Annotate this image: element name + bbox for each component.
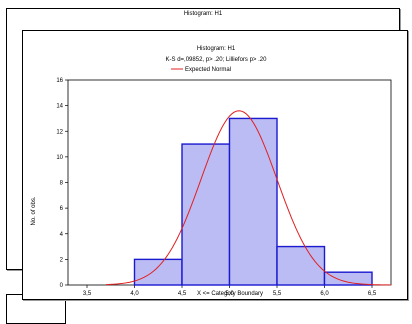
x-tick-label: 3,5 bbox=[83, 291, 92, 297]
y-axis-label: No. of obs. bbox=[31, 196, 37, 225]
x-tick-label: 6,5 bbox=[368, 291, 377, 297]
x-tick-label: 6,0 bbox=[320, 291, 329, 297]
expected-normal-curve bbox=[105, 110, 392, 286]
y-tick-label: 14 bbox=[56, 104, 63, 110]
histogram-bar bbox=[323, 271, 373, 286]
histogram-bar bbox=[276, 245, 326, 286]
y-tick-label: 4 bbox=[60, 232, 64, 238]
x-axis-label: X <= Category Boundary bbox=[197, 291, 263, 297]
x-tick-label: 5,5 bbox=[273, 291, 282, 297]
back-window-title: Histogram: H1 bbox=[183, 11, 223, 17]
histogram-bar bbox=[228, 117, 278, 286]
x-tick-label: 4,0 bbox=[130, 291, 139, 297]
x-tick-label: 5,0 bbox=[225, 291, 234, 297]
y-tick-label: 8 bbox=[60, 181, 64, 187]
y-tick-label: 0 bbox=[60, 283, 64, 289]
chart-title: Histogram: H1 bbox=[197, 46, 236, 52]
chart-subtitle: K-S d=,09852, p> .20; Lilliefors p> .20 bbox=[166, 57, 268, 63]
legend-label: Expected Normal bbox=[185, 67, 231, 73]
histogram-bar bbox=[133, 258, 183, 286]
y-tick-label: 16 bbox=[56, 78, 63, 84]
y-tick-label: 10 bbox=[56, 155, 63, 161]
histogram-chart: Histogram: H1 K-S d=,09852, p> .20; Lill… bbox=[31, 46, 392, 297]
y-tick-label: 6 bbox=[60, 206, 64, 212]
x-tick-label: 4,5 bbox=[178, 291, 187, 297]
front-window[interactable]: Histogram: H1 K-S d=,09852, p> .20; Lill… bbox=[22, 30, 408, 300]
y-tick-label: 2 bbox=[60, 257, 64, 263]
y-tick-label: 12 bbox=[56, 129, 63, 135]
